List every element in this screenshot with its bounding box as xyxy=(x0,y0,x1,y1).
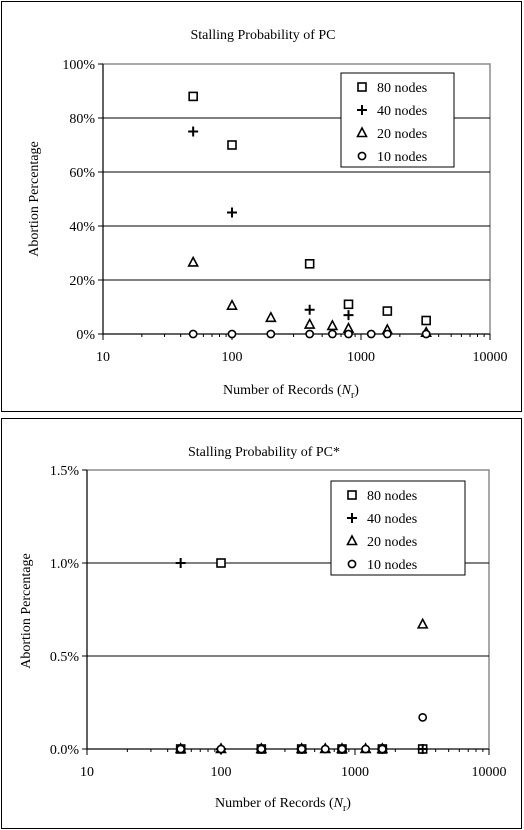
x-tick-label: 100 xyxy=(211,765,232,780)
y-tick-label: 0% xyxy=(76,328,95,343)
y-tick-label: 0.0% xyxy=(50,743,80,758)
chart-panel-pc: Stalling Probability of PC 0% 20% 40% 60% 80… xyxy=(1,1,522,412)
legend-box xyxy=(330,480,466,576)
y-tick-label: 40% xyxy=(69,220,95,235)
legend: 80 nodes 40 nodes 20 nodes 10 nodes xyxy=(340,72,455,168)
y-tick-label: 1.5% xyxy=(50,464,80,479)
data-point xyxy=(188,329,198,339)
data-point xyxy=(418,712,428,722)
data-point xyxy=(327,329,337,339)
data-point xyxy=(188,91,198,102)
data-point xyxy=(366,329,376,339)
plot-area: 0.0% 0.5% 1.0% 1.5% 10 100 1000 10000 xyxy=(50,464,507,780)
data-point xyxy=(343,310,354,321)
data-point xyxy=(304,258,315,269)
y-tick-label: 0.5% xyxy=(50,650,80,665)
x-axis-label: Number of Records (Nr) xyxy=(223,383,359,401)
x-tick-label: 10000 xyxy=(472,765,507,780)
legend-marker xyxy=(357,82,367,92)
x-tick-label: 10 xyxy=(80,765,94,780)
data-point xyxy=(305,329,315,339)
data-point xyxy=(303,317,316,329)
x-tick-label: 10000 xyxy=(473,350,508,365)
x-tick-label: 1000 xyxy=(341,765,369,780)
legend-label: 40 nodes xyxy=(367,512,417,527)
data-point xyxy=(304,304,315,315)
chart-title: Stalling Probability of PC* xyxy=(188,445,340,460)
legend-marker xyxy=(357,151,367,161)
data-point xyxy=(382,329,392,339)
data-point xyxy=(227,207,237,218)
data-point xyxy=(226,298,238,310)
y-tick-label: 20% xyxy=(69,274,95,289)
chart-panel-pc-star: Stalling Probability of PC* 0.0% 0.5% 1.0%… xyxy=(1,418,522,829)
x-tick-label: 1000 xyxy=(347,350,375,365)
data-point xyxy=(175,558,186,568)
legend-label: 20 nodes xyxy=(367,535,417,550)
data-point xyxy=(421,329,431,339)
x-tick-label: 100 xyxy=(222,350,243,365)
data-point xyxy=(265,311,277,323)
data-point xyxy=(256,744,266,754)
x-axis-label: Number of Records (Nr) xyxy=(215,796,351,814)
data-point xyxy=(377,744,387,754)
data-point xyxy=(266,329,276,339)
data-point xyxy=(188,126,199,137)
data-point xyxy=(320,744,330,754)
y-tick-label: 80% xyxy=(69,112,95,127)
legend-label: 10 nodes xyxy=(367,558,417,573)
y-tick-label: 60% xyxy=(69,166,95,181)
y-axis-label: Abortion Percentage xyxy=(19,553,34,668)
chart-frame xyxy=(1,1,522,412)
data-point xyxy=(297,744,307,754)
legend-marker xyxy=(357,105,367,115)
data-point xyxy=(227,140,237,150)
data-point xyxy=(382,306,393,316)
data-point xyxy=(417,744,428,754)
data-point xyxy=(227,329,237,339)
data-point xyxy=(416,617,429,629)
legend-marker xyxy=(347,513,357,523)
data-point xyxy=(421,315,431,326)
data-point xyxy=(216,744,226,754)
data-point xyxy=(361,744,371,754)
y-axis-label: Abortion Percentage xyxy=(27,141,42,256)
legend-marker xyxy=(347,490,357,500)
data-point xyxy=(326,319,339,331)
legend-marker xyxy=(356,126,368,138)
legend: 80 nodes 40 nodes 20 nodes 10 nodes xyxy=(330,480,466,576)
data-point xyxy=(337,744,347,754)
chart-title: Stalling Probability of PC xyxy=(190,28,335,43)
data-point xyxy=(176,744,186,754)
data-point xyxy=(187,255,199,267)
x-tick-label: 10 xyxy=(96,350,110,365)
plot-area: 0% 20% 40% 60% 80% 100% 10 100 1000 10000 xyxy=(62,58,507,365)
legend-label: 10 nodes xyxy=(377,150,427,165)
y-tick-label: 100% xyxy=(62,58,95,73)
legend-marker xyxy=(346,534,358,546)
y-tick-label: 1.0% xyxy=(50,557,80,572)
data-point xyxy=(344,329,353,339)
data-point xyxy=(216,558,226,568)
data-point xyxy=(343,299,354,310)
legend-label: 80 nodes xyxy=(377,81,427,96)
legend-label: 80 nodes xyxy=(367,489,417,504)
legend-marker xyxy=(347,559,357,569)
legend-label: 40 nodes xyxy=(377,104,427,119)
legend-label: 20 nodes xyxy=(377,127,427,142)
